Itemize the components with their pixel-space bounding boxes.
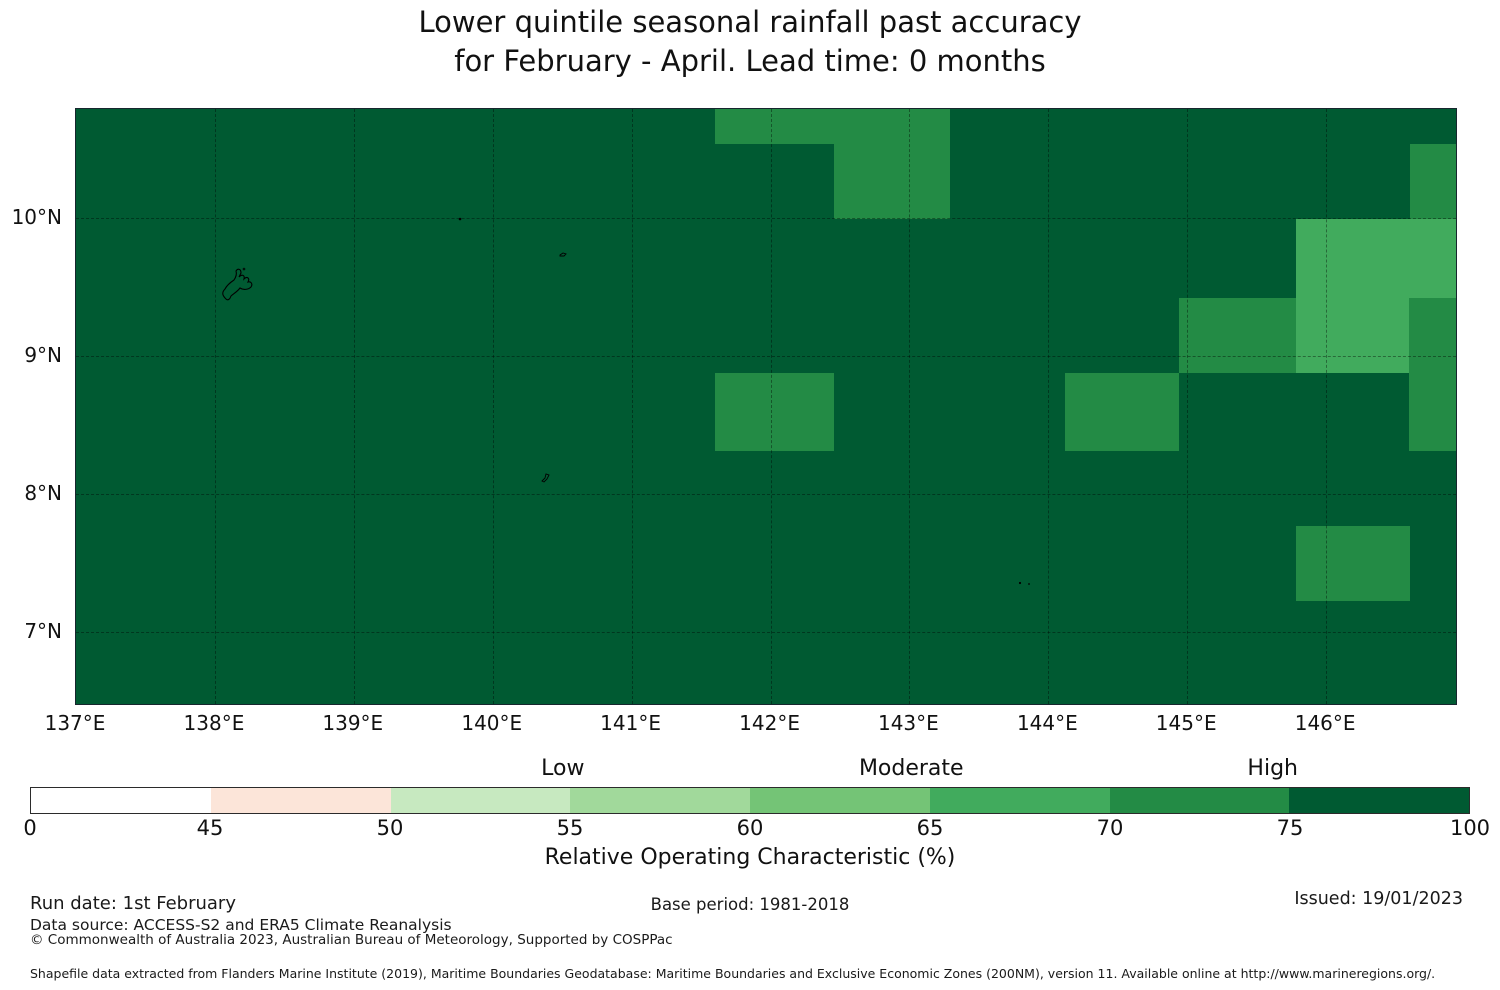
map-cell-patch: [714, 373, 834, 452]
islet-dot: [1028, 583, 1030, 585]
colorbar-segment: [31, 788, 211, 813]
colorbar-segment: [929, 788, 1110, 813]
shapefile-attribution-text: Shapefile data extracted from Flanders M…: [30, 966, 1436, 981]
longitude-tick-label: 146°E: [1294, 711, 1356, 735]
colorbar-tick-labels: 0 45 50 55 60 65 70 75 100: [23, 816, 1490, 842]
longitude-tick-label: 140°E: [461, 711, 523, 735]
island-coastline-layer: [222, 217, 1030, 585]
islet-dot: [242, 267, 246, 271]
longitude-tick-label: 145°E: [1155, 711, 1217, 735]
data-source-text: Data source: ACCESS-S2 and ERA5 Climate …: [30, 916, 452, 934]
islet-outline: [559, 252, 567, 257]
parallel-gridline: [76, 494, 1456, 496]
map-cell-patch: [1409, 298, 1456, 452]
latitude-tick-label: 8°N: [24, 481, 62, 506]
map-cell-patch: [1295, 219, 1456, 299]
map-cell-patch: [1295, 526, 1411, 602]
map-cell-patch: [1295, 298, 1410, 374]
longitude-tick-label: 141°E: [600, 711, 661, 735]
meridian-gridline: [909, 109, 911, 704]
colorbar-tick-label: 75: [1276, 816, 1304, 840]
colorbar-axis-label: Relative Operating Characteristic (%): [544, 845, 956, 870]
colorbar-tick-label: 70: [1096, 816, 1124, 840]
latitude-tick-label: 9°N: [24, 342, 62, 367]
longitude-tick-label: 137°E: [44, 711, 106, 735]
map-patch-layer: [76, 109, 1456, 704]
colorbar-tick-label: 60: [736, 816, 764, 840]
parallel-gridline: [76, 632, 1456, 633]
map-cell-patch: [833, 109, 950, 220]
parallel-gridline: [76, 355, 1456, 357]
colorbar-segment: [570, 788, 750, 813]
map-cell-patch: [1410, 144, 1456, 220]
colorbar-tick-label: 50: [376, 816, 404, 840]
map-cell-patch: [1065, 373, 1179, 452]
run-date-text: Run date: 1st February: [30, 893, 236, 914]
colorbar-segment: [210, 788, 391, 813]
issued-date-text: Issued: 19/01/2023: [1294, 889, 1463, 909]
latitude-tick-label: 7°N: [24, 619, 62, 643]
colorbar-category-label: Low: [541, 756, 585, 781]
colorbar: [30, 787, 1470, 814]
copyright-text: © Commonwealth of Australia 2023, Austra…: [30, 932, 673, 948]
colorbar-category-label: Moderate: [858, 756, 964, 781]
meridian-gridline: [1048, 109, 1050, 704]
meridian-gridline: [214, 109, 216, 704]
map-cell-patch: [1178, 298, 1296, 374]
islet-outline: [541, 473, 550, 483]
colorbar-tick-label: 100: [1449, 816, 1491, 840]
meridian-gridline: [492, 109, 494, 704]
map-plot-area: [75, 108, 1457, 705]
colorbar-segment: [1109, 788, 1290, 813]
longitude-tick-label: 142°E: [739, 711, 800, 735]
longitude-axis: 137°E 138°E 139°E 140°E 141°E 142°E 143°E 144°E…: [45, 711, 1455, 737]
colorbar-tick-label: 65: [916, 816, 944, 840]
meridian-gridline: [353, 109, 355, 704]
base-period-text: Base period: 1981-2018: [650, 895, 850, 914]
latitude-tick-label: 10°N: [11, 205, 62, 229]
meridian-gridline: [770, 109, 772, 704]
colorbar-segment: [1289, 788, 1469, 813]
chart-title: Lower quintile seasonal rainfall past ac…: [0, 3, 1500, 81]
parallel-gridline: [76, 218, 1456, 219]
longitude-tick-label: 144°E: [1016, 711, 1078, 735]
meridian-gridline: [631, 109, 633, 704]
longitude-tick-label: 143°E: [877, 711, 939, 735]
longitude-tick-label: 139°E: [322, 711, 384, 735]
latitude-axis: 10°N 9°N 8°N 7°N: [0, 108, 62, 703]
map-cell-patch: [714, 109, 834, 145]
colorbar-category-labels: Low Moderate High: [30, 756, 1470, 786]
meridian-gridline: [1187, 109, 1189, 704]
colorbar-segment: [390, 788, 571, 813]
chart-title-line-1: Lower quintile seasonal rainfall past ac…: [418, 5, 1082, 39]
islet-dot: [458, 217, 462, 221]
colorbar-tick-label: 55: [556, 816, 584, 840]
map-gridline-layer: [76, 109, 1456, 704]
chart-title-line-2: for February - April. Lead time: 0 month…: [454, 44, 1046, 78]
colorbar-tick-label: 0: [23, 816, 37, 840]
colorbar-tick-label: 45: [196, 816, 224, 840]
colorbar-category-label: High: [1247, 756, 1299, 781]
meridian-gridline: [1326, 109, 1328, 704]
longitude-tick-label: 138°E: [183, 711, 245, 735]
island-outline: [222, 268, 253, 301]
islet-dot: [1018, 581, 1022, 585]
colorbar-segment: [750, 788, 930, 813]
